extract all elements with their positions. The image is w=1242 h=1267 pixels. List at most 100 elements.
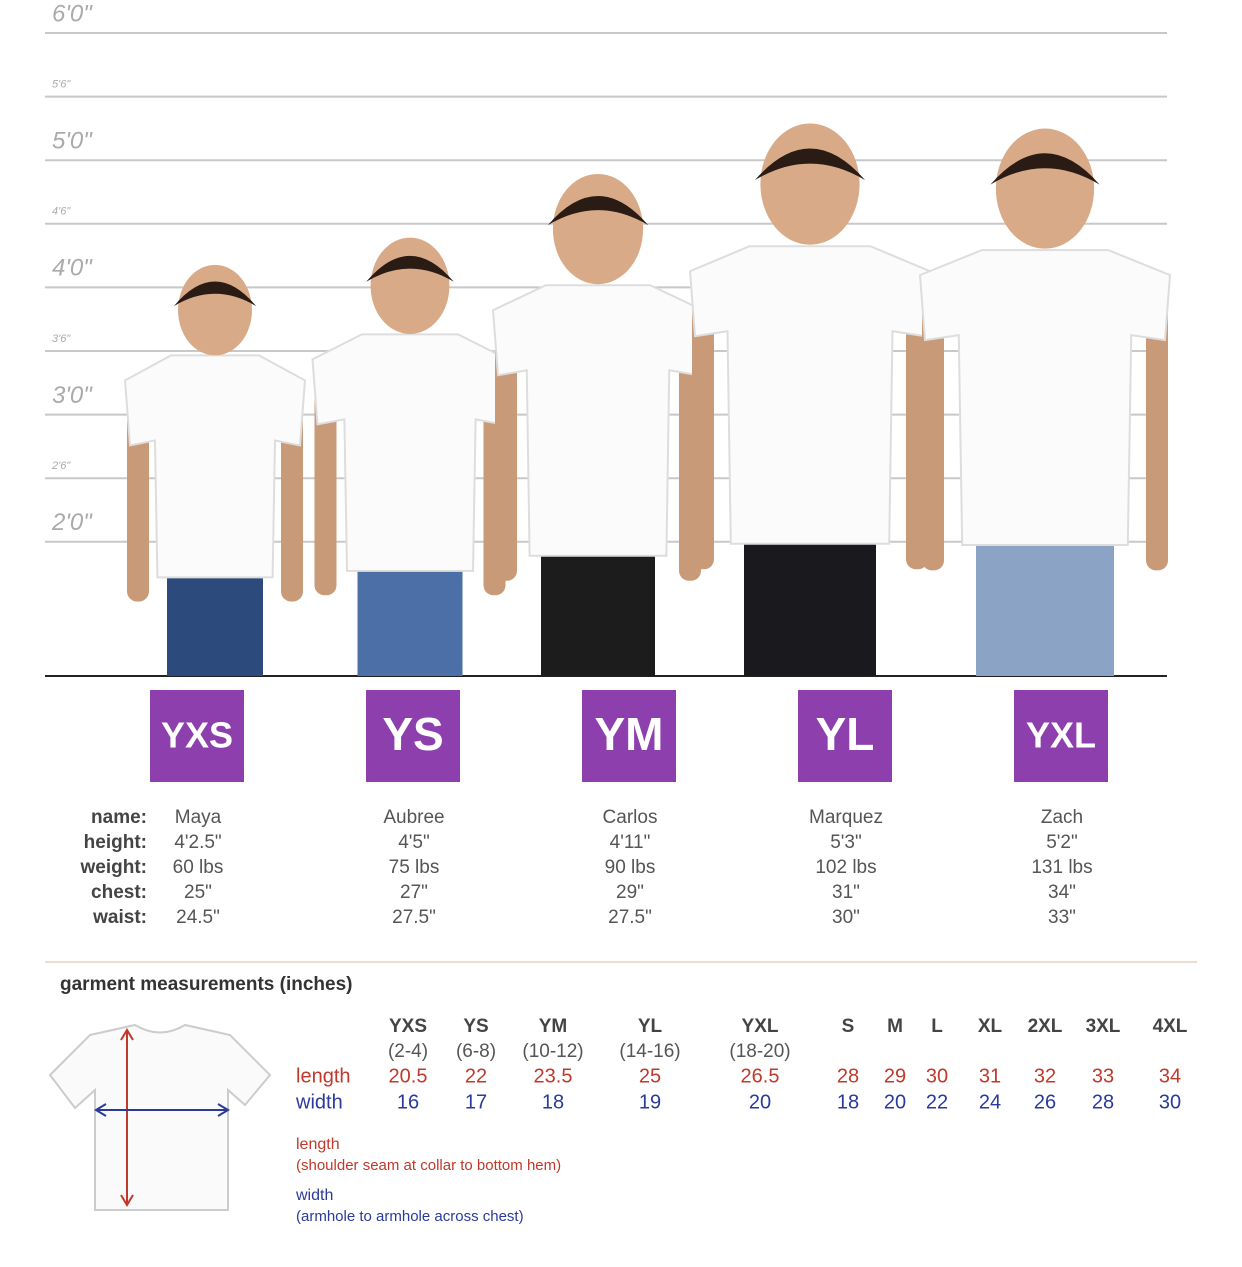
length-value: 29 [884, 1065, 906, 1087]
head [552, 173, 644, 285]
height-label: 5'6" [52, 79, 71, 91]
stat-value: 27" [400, 882, 428, 903]
shirt [311, 333, 509, 572]
size-label: YL [816, 708, 875, 760]
size-label: YS [382, 708, 443, 760]
note-title: length [296, 1136, 340, 1153]
head [995, 128, 1095, 249]
stat-value: 4'11" [610, 832, 651, 853]
shirt [491, 284, 705, 557]
stat-value: 31" [832, 882, 860, 903]
length-value: 31 [979, 1065, 1001, 1087]
size-label: YXS [161, 715, 233, 756]
pants [357, 560, 463, 676]
width-value: 17 [465, 1091, 487, 1113]
stat-value: 4'2.5" [174, 832, 221, 853]
pants [976, 534, 1114, 676]
size-badge [150, 690, 244, 782]
size-header: YXS [389, 1016, 427, 1037]
stat-value: 30" [832, 907, 860, 928]
shirt [123, 354, 307, 579]
length-value: 22 [465, 1065, 487, 1087]
stat-value: 5'3" [830, 832, 862, 853]
size-header: L [931, 1016, 943, 1037]
height-label: 3'6" [52, 333, 71, 345]
size-header: YM [539, 1016, 568, 1037]
figure [311, 237, 509, 676]
figure [123, 264, 307, 676]
age-range: (14-16) [619, 1041, 680, 1062]
size-header: YXL [742, 1016, 779, 1037]
size-header: S [842, 1016, 855, 1037]
figure [918, 128, 1172, 676]
stat-value: Marquez [809, 807, 883, 828]
arm [692, 266, 714, 570]
size-header: 4XL [1153, 1016, 1188, 1037]
stat-value: 27.5" [392, 907, 436, 928]
stat-value: 60 lbs [173, 857, 224, 878]
length-value: 30 [926, 1065, 948, 1087]
size-header: YL [638, 1016, 663, 1037]
length-value: 23.5 [534, 1065, 573, 1087]
head [370, 237, 450, 334]
field-label: name: [91, 807, 147, 828]
length-value: 33 [1092, 1065, 1114, 1087]
length-value: 20.5 [389, 1065, 428, 1087]
figure [491, 173, 705, 676]
size-badge [366, 690, 460, 782]
stat-value: Aubree [383, 807, 444, 828]
shirt [688, 245, 932, 545]
height-label: 6'0" [52, 0, 93, 27]
width-value: 22 [926, 1091, 948, 1113]
stat-value: 4'5" [398, 832, 430, 853]
width-value: 24 [979, 1091, 1001, 1113]
hair [990, 153, 1100, 185]
length-value: 34 [1159, 1065, 1181, 1087]
stat-value: 24.5" [176, 907, 220, 928]
stat-value: 102 lbs [815, 857, 876, 878]
age-range: (10-12) [522, 1041, 583, 1062]
pants [167, 567, 263, 676]
size-label: YM [595, 708, 664, 760]
size-header: YS [463, 1016, 488, 1037]
width-value: 28 [1092, 1091, 1114, 1113]
stat-value: 75 lbs [389, 857, 440, 878]
stat-value: 131 lbs [1031, 857, 1092, 878]
length-value: 25 [639, 1065, 661, 1087]
figure [688, 123, 932, 676]
stat-value: 34" [1048, 882, 1076, 903]
size-badge [798, 690, 892, 782]
stat-value: Maya [175, 807, 222, 828]
note-text: (shoulder seam at collar to bottom hem) [296, 1157, 561, 1174]
stat-value: 33" [1048, 907, 1076, 928]
height-label: 2'0" [51, 509, 93, 536]
row-label: width [295, 1091, 343, 1113]
width-value: 18 [837, 1091, 859, 1113]
stat-value: Carlos [603, 807, 658, 828]
age-range: (2-4) [388, 1041, 428, 1062]
hair [366, 255, 454, 282]
head [760, 123, 860, 245]
note-title: width [295, 1187, 333, 1204]
field-label: height: [84, 832, 147, 853]
width-value: 16 [397, 1091, 419, 1113]
stat-value: 27.5" [608, 907, 652, 928]
size-header: 2XL [1028, 1016, 1063, 1037]
field-label: waist: [92, 907, 147, 928]
age-range: (18-20) [729, 1041, 790, 1062]
size-header: M [887, 1016, 903, 1037]
width-value: 19 [639, 1091, 661, 1113]
stat-value: 90 lbs [605, 857, 656, 878]
pants [541, 545, 655, 676]
hair [754, 148, 866, 181]
height-label: 4'0" [52, 255, 93, 282]
hair [547, 196, 649, 226]
stat-value: 5'2" [1046, 832, 1078, 853]
height-label: 4'6" [52, 206, 71, 218]
tshirt-diagram [48, 1023, 272, 1211]
size-label: YXL [1026, 715, 1096, 756]
age-range: (6-8) [456, 1041, 496, 1062]
width-value: 20 [749, 1091, 771, 1113]
shirt [918, 249, 1172, 546]
